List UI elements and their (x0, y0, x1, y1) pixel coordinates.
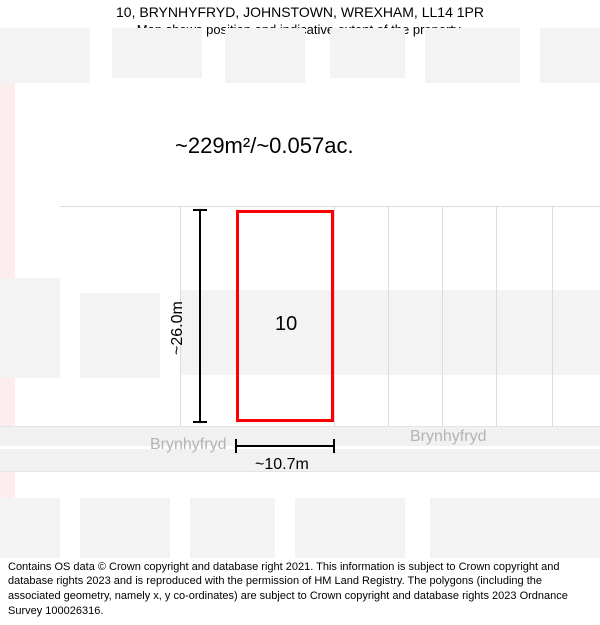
depth-label: ~26.0m (169, 275, 187, 355)
page-title: 10, BRYNHYFRYD, JOHNSTOWN, WREXHAM, LL14… (0, 4, 600, 20)
width-measure-cap-right (333, 439, 335, 453)
width-label: ~10.7m (255, 456, 309, 474)
depth-measure-cap-bottom (193, 421, 207, 423)
depth-measure-cap-top (193, 209, 207, 211)
plot (225, 28, 305, 83)
plot (80, 498, 170, 558)
street-label-left: Brynhyfryd (150, 436, 226, 454)
copyright-notice: Contains OS data © Crown copyright and d… (8, 560, 592, 619)
map-area: Brynhyfryd Brynhyfryd 10 ~229m²/~0.057ac… (0, 38, 600, 538)
width-measure-cap-left (235, 439, 237, 453)
parcel-line (552, 206, 553, 428)
parcel-line (388, 206, 389, 428)
plot (330, 28, 405, 78)
plot (430, 498, 600, 558)
plot (190, 498, 275, 558)
plot (80, 293, 160, 378)
plot (112, 28, 202, 78)
plot (0, 278, 60, 378)
parcel-line (60, 206, 600, 207)
plot (540, 28, 600, 83)
parcel-line (442, 206, 443, 428)
plot (0, 28, 90, 83)
house-number: 10 (275, 313, 297, 336)
plot (0, 498, 60, 558)
plot (425, 28, 520, 83)
parcel-line (334, 206, 335, 428)
depth-measure-line (199, 210, 201, 422)
width-measure-line (236, 445, 334, 447)
parcel-line (496, 206, 497, 428)
area-label: ~229m²/~0.057ac. (175, 133, 354, 159)
page-container: 10, BRYNHYFRYD, JOHNSTOWN, WREXHAM, LL14… (0, 0, 600, 625)
street-label-right: Brynhyfryd (410, 428, 486, 446)
plot (295, 498, 405, 558)
